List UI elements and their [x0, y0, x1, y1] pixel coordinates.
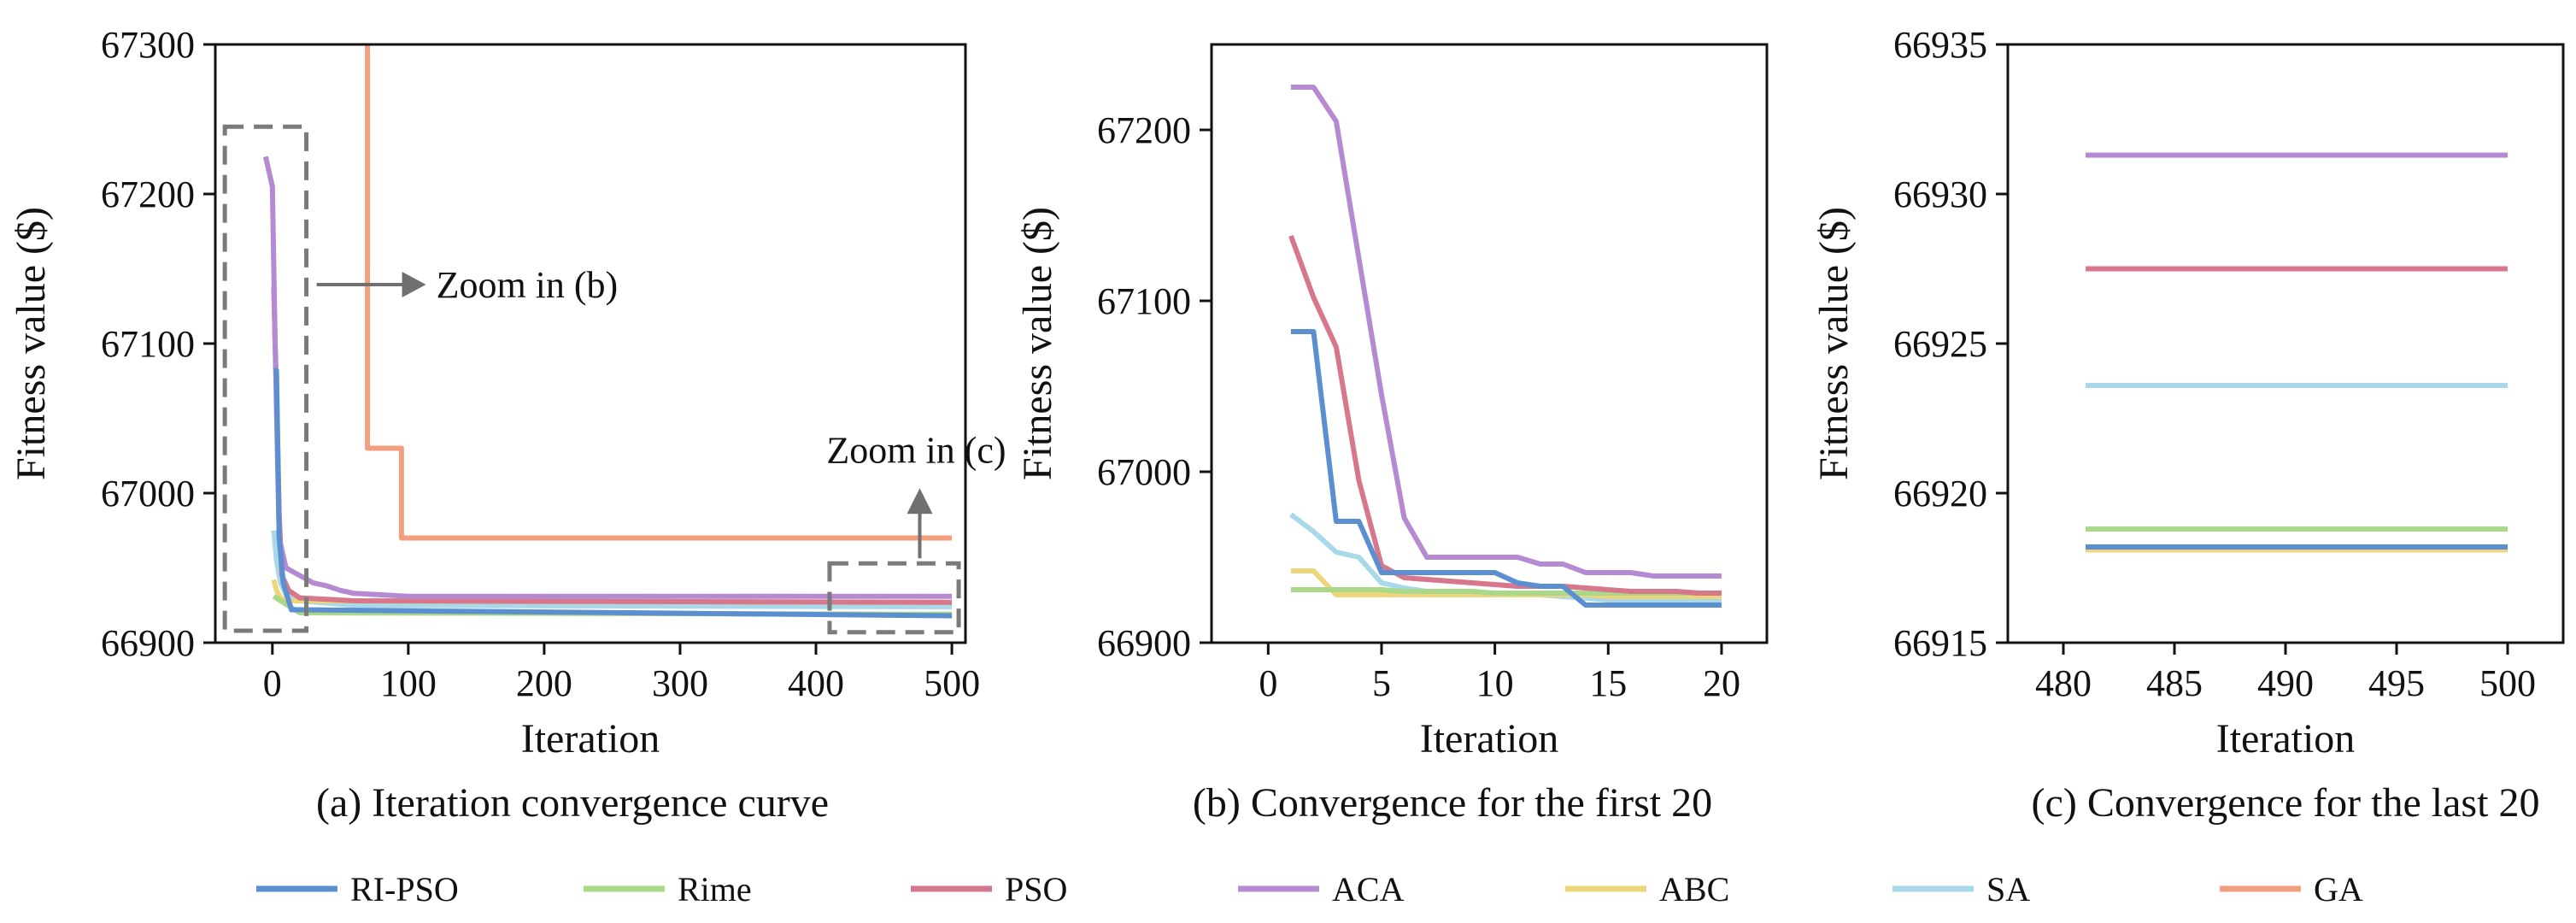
chart-a: 0 100 200 300 400 500 66900 67000 67100 67200 6730… [9, 24, 1006, 826]
y-axis-title: Fitness value ($) [9, 207, 54, 480]
y-tick-label: 66920 [1893, 473, 1987, 514]
y-tick-label: 66915 [1893, 622, 1987, 664]
x-tick-label: 500 [2479, 662, 2536, 704]
chart-caption: (c) Convergence for the last 20 [2032, 780, 2540, 826]
legend-label: GA [2314, 870, 2363, 908]
series-line-aca [262, 156, 953, 599]
legend-item-rime: Rime [584, 870, 752, 908]
legend-label: Rime [678, 870, 752, 908]
series-group [2086, 152, 2508, 553]
x-tick-label: 10 [1476, 662, 1514, 704]
x-tick-label: 200 [516, 662, 572, 704]
legend-item-abc: ABC [1565, 870, 1729, 908]
series-line-ga [365, 44, 953, 541]
x-tick-label: 400 [788, 662, 844, 704]
series-group [1288, 85, 1722, 608]
x-axis-title: Iteration [1420, 716, 1559, 761]
zoom-box [222, 124, 309, 633]
x-tick-label: 485 [2146, 662, 2203, 704]
chart-caption: (a) Iteration convergence curve [316, 780, 829, 826]
legend-label: SA [1986, 870, 2030, 908]
x-tick-label: 495 [2368, 662, 2425, 704]
x-axis-title: Iteration [521, 716, 660, 761]
x-tick-label: 490 [2257, 662, 2314, 704]
chart-b: 0 5 10 15 20 66900 67000 67100 67200 Iteration Fit… [1015, 43, 1769, 826]
zoom-label: Zoom in (b) [437, 264, 619, 306]
legend-item-pso: PSO [911, 870, 1067, 908]
zoom-annotation: Zoom in (b) [222, 124, 619, 633]
arrow-head-icon [402, 272, 426, 297]
chart-c: 480 485 490 495 500 66915 66920 66925 66930 66935… [1811, 24, 2565, 826]
y-tick-label: 67200 [1097, 109, 1191, 151]
plot-frame [214, 43, 967, 644]
y-tick-label: 67100 [101, 323, 195, 365]
series-line-pso [1288, 234, 1722, 596]
y-axis-title: Fitness value ($) [1811, 207, 1857, 480]
x-axis-title: Iteration [2216, 716, 2356, 761]
y-tick-label: 67300 [101, 24, 195, 66]
y-tick-label: 66900 [1097, 622, 1191, 664]
y-tick-label: 66930 [1893, 173, 1987, 215]
y-tick-label: 66925 [1893, 323, 1987, 365]
legend-label: ACA [1332, 870, 1405, 908]
y-axis-title: Fitness value ($) [1015, 207, 1060, 480]
y-tick-label: 67200 [101, 173, 195, 215]
x-tick-label: 500 [924, 662, 980, 704]
x-tick-label: 0 [263, 662, 282, 704]
y-tick-label: 67000 [1097, 451, 1191, 493]
x-tick-label: 20 [1703, 662, 1740, 704]
legend-label: PSO [1005, 870, 1067, 908]
x-tick-label: 100 [380, 662, 437, 704]
legend-item-ri-pso: RI-PSO [256, 870, 459, 908]
y-tick-label: 67100 [1097, 280, 1191, 322]
zoom-label: Zoom in (c) [826, 429, 1006, 471]
legend-label: RI-PSO [350, 870, 459, 908]
series-group [262, 44, 953, 619]
x-tick-label: 300 [652, 662, 708, 704]
legend-item-aca: ACA [1238, 870, 1405, 908]
x-tick-label: 480 [2035, 662, 2092, 704]
zoom-annotation: Zoom in (c) [826, 429, 1006, 635]
legend: RI-PSO Rime PSO ACA ABC SA GA [256, 870, 2363, 908]
legend-item-sa: SA [1892, 870, 2030, 908]
zoom-box [827, 561, 961, 635]
x-tick-label: 0 [1259, 662, 1277, 704]
legend-label: ABC [1659, 870, 1729, 908]
x-tick-label: 5 [1372, 662, 1391, 704]
series-line-ri-pso [273, 367, 953, 619]
series-line-aca [1290, 85, 1722, 579]
x-tick-label: 15 [1589, 662, 1627, 704]
y-tick-label: 66935 [1893, 24, 1987, 66]
y-tick-label: 66900 [101, 622, 195, 664]
plot-frame [2006, 43, 2565, 644]
plot-frame [1210, 43, 1769, 644]
series-line-ri-pso [1290, 329, 1722, 608]
arrow-head-icon [907, 488, 933, 514]
y-tick-label: 67000 [101, 473, 195, 514]
chart-caption: (b) Convergence for the first 20 [1193, 780, 1712, 826]
legend-item-ga: GA [2220, 870, 2363, 908]
